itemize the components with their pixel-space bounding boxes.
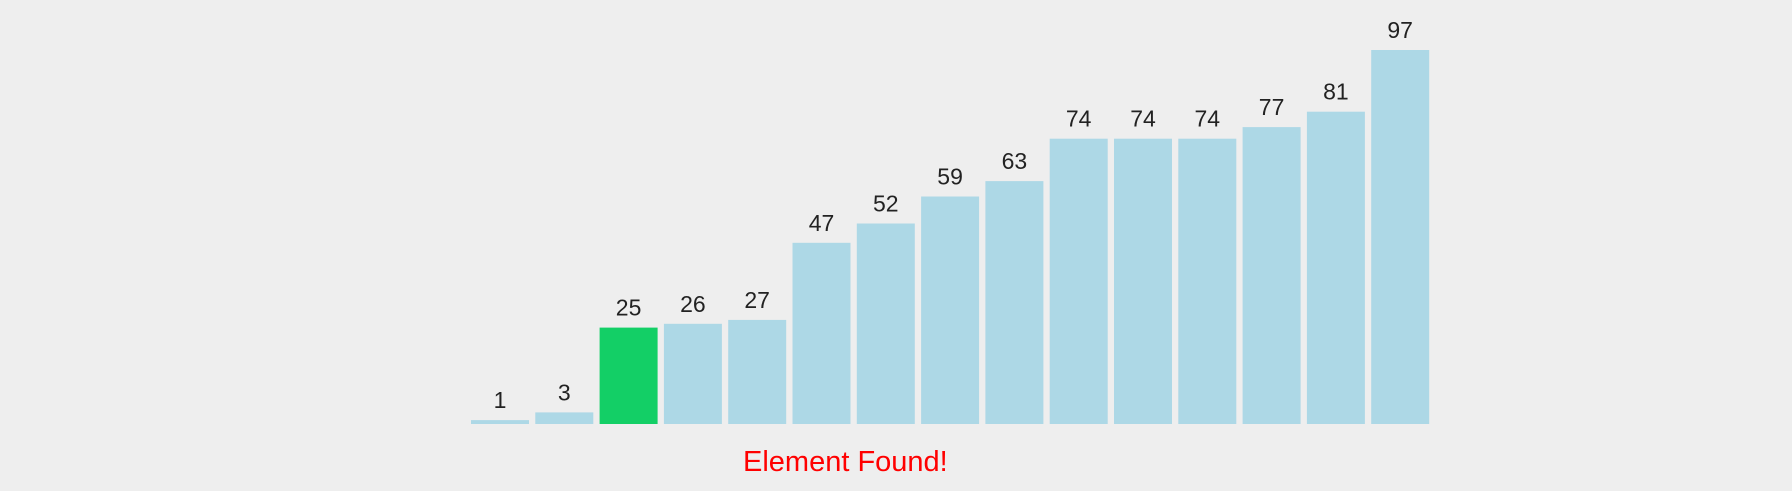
bar-value-label: 3 — [558, 379, 571, 405]
bar-value-label: 97 — [1387, 17, 1413, 43]
bar-value-label: 27 — [744, 287, 770, 313]
bar-value-label: 63 — [1002, 148, 1028, 174]
bar — [1049, 138, 1108, 424]
bar — [1242, 127, 1301, 424]
bar — [471, 420, 529, 424]
bar-found — [599, 327, 658, 424]
bar — [921, 196, 980, 424]
bar-value-label: 74 — [1066, 106, 1092, 132]
bar-value-label: 81 — [1323, 79, 1349, 105]
bar-value-label: 74 — [1130, 106, 1156, 132]
bar — [535, 412, 594, 424]
bar-value-label: 59 — [937, 164, 963, 190]
bar-value-label: 26 — [680, 291, 706, 317]
bar — [1114, 138, 1172, 424]
bar — [792, 242, 851, 424]
bar-value-label: 77 — [1259, 94, 1285, 120]
bar — [1306, 111, 1365, 424]
status-message: Element Found! — [743, 446, 948, 478]
bar-value-label: 25 — [616, 295, 642, 321]
bar-value-label: 1 — [494, 387, 507, 413]
bar — [856, 223, 915, 424]
bar-value-label: 74 — [1195, 106, 1221, 132]
bar — [985, 181, 1044, 424]
bar — [1178, 138, 1237, 424]
bar-value-label: 52 — [873, 191, 899, 217]
bar — [728, 319, 787, 424]
bar-value-label: 47 — [809, 210, 835, 236]
bar — [663, 323, 722, 424]
bar — [1371, 50, 1430, 424]
